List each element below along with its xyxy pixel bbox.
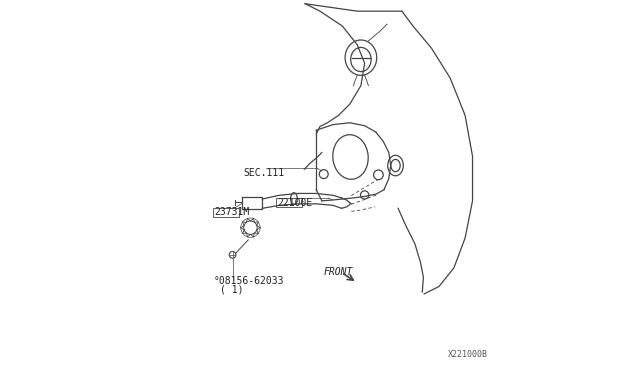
- Text: 22100E: 22100E: [277, 198, 312, 208]
- Text: 23731M: 23731M: [214, 207, 249, 217]
- Text: °08156-62033: °08156-62033: [214, 276, 285, 286]
- Text: ( 1): ( 1): [220, 285, 244, 294]
- Text: X221000B: X221000B: [449, 350, 488, 359]
- Text: SEC.111: SEC.111: [244, 168, 285, 178]
- Text: FRONT: FRONT: [324, 267, 353, 276]
